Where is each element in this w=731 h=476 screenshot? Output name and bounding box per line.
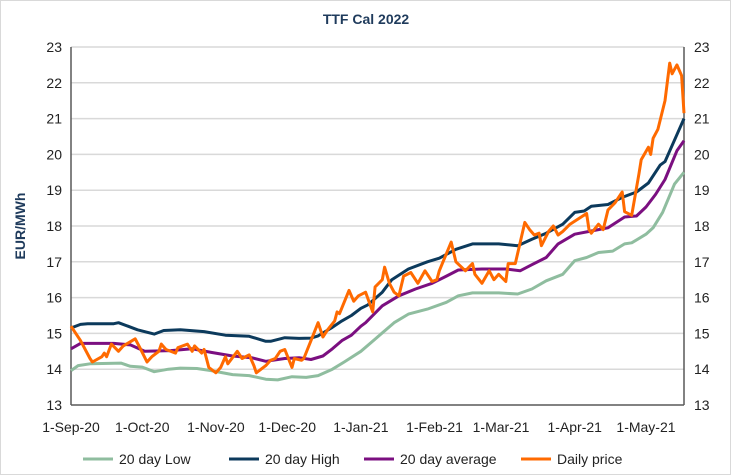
y-tick-label-left: 13 xyxy=(46,397,62,413)
x-tick-label: 1-Oct-20 xyxy=(115,419,170,435)
legend-label: 20 day High xyxy=(265,451,340,467)
x-tick-label: 1-Apr-21 xyxy=(547,419,602,435)
x-tick-label: 1-Nov-20 xyxy=(187,419,245,435)
y-tick-label-left: 20 xyxy=(46,146,62,162)
series-line-20-day-high xyxy=(70,117,686,343)
y-tick-label-left: 15 xyxy=(46,325,62,341)
y-tick-label-left: 22 xyxy=(46,75,62,91)
y-tick-label-left: 19 xyxy=(46,182,62,198)
y-tick-label-left: 17 xyxy=(46,254,62,270)
x-tick-label: 1-May-21 xyxy=(616,419,675,435)
series-line-daily-price xyxy=(69,61,686,375)
y-tick-label-right: 14 xyxy=(694,361,710,377)
x-tick-label: 1-Jan-21 xyxy=(333,419,388,435)
y-tick-label-right: 22 xyxy=(694,75,710,91)
y-tick-label-left: 14 xyxy=(46,361,62,377)
y-tick-label-right: 13 xyxy=(694,397,710,413)
legend-label: 20 day Low xyxy=(119,451,191,467)
legend-item: 20 day average xyxy=(364,451,497,467)
x-tick-label: 1-Feb-21 xyxy=(406,419,463,435)
y-tick-label-right: 19 xyxy=(694,182,710,198)
y-axis-label: EUR/MWh xyxy=(12,193,28,260)
legend-item: 20 day High xyxy=(229,451,340,467)
y-tick-label-right: 20 xyxy=(694,146,710,162)
y-tick-label-right: 18 xyxy=(694,218,710,234)
y-tick-label-right: 16 xyxy=(694,290,710,306)
y-tick-label-right: 21 xyxy=(694,111,710,127)
y-tick-label-left: 21 xyxy=(46,111,62,127)
legend-item: 20 day Low xyxy=(83,451,191,467)
legend-item: Daily price xyxy=(521,451,623,467)
y-tick-label-right: 17 xyxy=(694,254,710,270)
y-tick-label-right: 15 xyxy=(694,325,710,341)
x-tick-label: 1-Mar-21 xyxy=(473,419,530,435)
chart-title: TTF Cal 2022 xyxy=(323,11,410,27)
legend-label: 20 day average xyxy=(400,451,497,467)
series-line-20-day-average xyxy=(70,139,686,363)
y-tick-label-left: 18 xyxy=(46,218,62,234)
y-tick-label-left: 16 xyxy=(46,290,62,306)
x-tick-label: 1-Sep-20 xyxy=(42,419,100,435)
y-tick-label-left: 23 xyxy=(46,39,62,55)
series-line-20-day-low xyxy=(70,171,686,382)
y-tick-label-right: 23 xyxy=(694,39,710,55)
x-tick-label: 1-Dec-20 xyxy=(258,419,316,435)
legend-label: Daily price xyxy=(557,451,623,467)
